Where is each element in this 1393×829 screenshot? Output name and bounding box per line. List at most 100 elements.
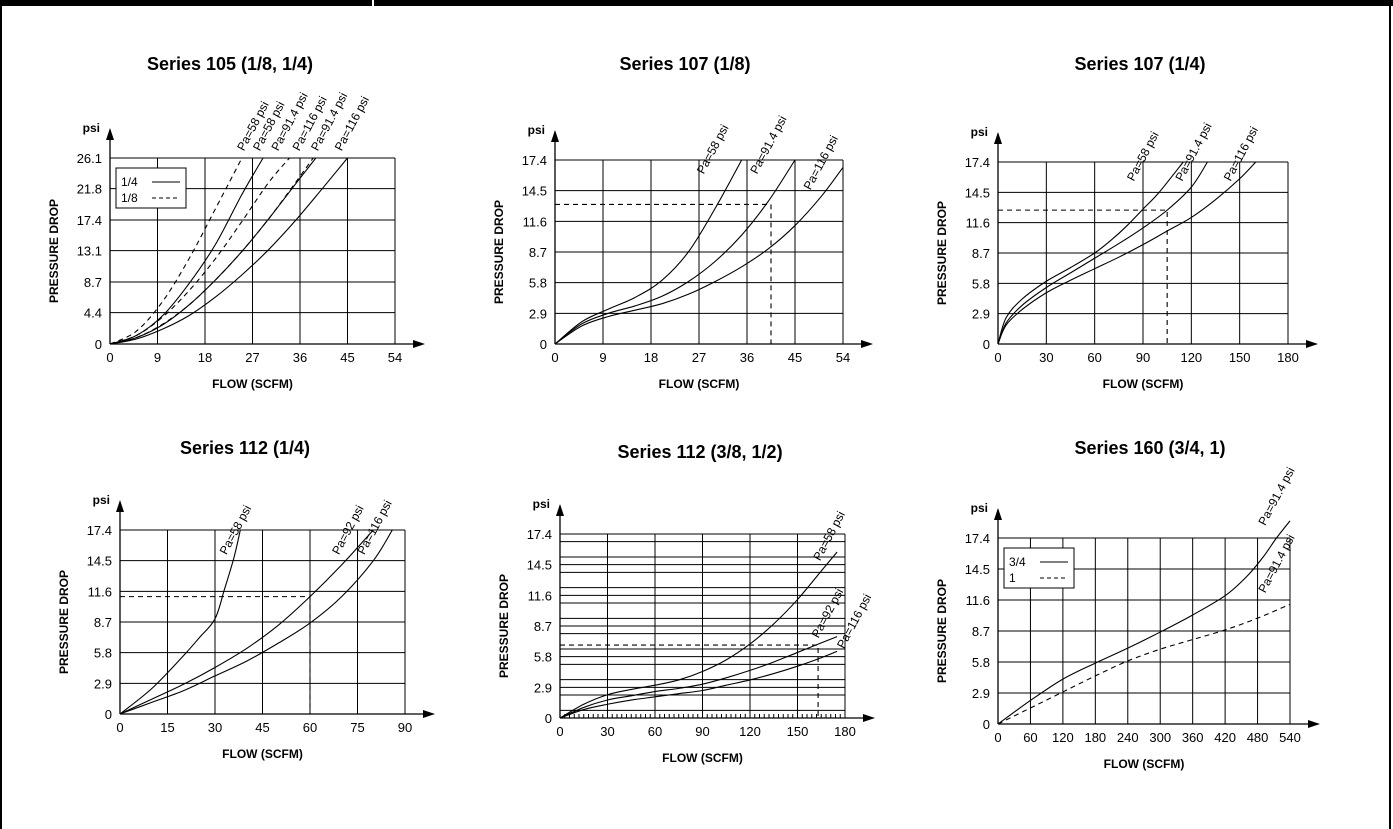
y-tick-label: 0 bbox=[540, 337, 547, 352]
x-tick-label: 0 bbox=[106, 350, 113, 365]
top-border-notch bbox=[372, 0, 374, 6]
x-tick-label: 240 bbox=[1117, 730, 1139, 745]
x-tick-label: 0 bbox=[994, 730, 1001, 745]
x-tick-label: 30 bbox=[1039, 350, 1053, 365]
chart-series-105: Series 105 (1/8, 1/4) 0 9 18 27 36 45 54 0 4.4 8.… bbox=[30, 48, 430, 408]
chart-series-160: Series 160 (3/4, 1) 0 60 120 180 240 300 360 42… bbox=[920, 432, 1380, 782]
y-tick-label: 14.5 bbox=[965, 185, 990, 200]
y-tick-label: 14.5 bbox=[522, 184, 547, 199]
x-tick-label: 120 bbox=[1180, 350, 1202, 365]
x-tick-label: 180 bbox=[1277, 350, 1299, 365]
y-tick-label: 2.9 bbox=[972, 686, 990, 701]
y-axis-label: PRESSURE DROP bbox=[935, 579, 949, 683]
x-tick-label: 60 bbox=[648, 724, 662, 739]
y-tick-label: 14.5 bbox=[87, 554, 112, 569]
chart-title: Series 105 (1/8, 1/4) bbox=[146, 54, 314, 74]
x-tick-label: 60 bbox=[303, 720, 317, 735]
y-tick-label: 17.4 bbox=[87, 523, 112, 538]
top-border-bar bbox=[0, 0, 1393, 6]
x-tick-label: 36 bbox=[293, 350, 307, 365]
legend-box bbox=[115, 167, 187, 209]
x-tick-label: 30 bbox=[208, 720, 222, 735]
y-tick-label: 8.7 bbox=[534, 619, 552, 634]
y-tick-label: 17.4 bbox=[527, 527, 552, 542]
series-line bbox=[119, 529, 241, 715]
series-line bbox=[997, 520, 1291, 725]
x-tick-label: 60 bbox=[1087, 350, 1101, 365]
chart-plot: 0 15 30 45 60 75 90 0 2.9 5.8 8.7 11.6 14.5 17.4 psi FL… bbox=[57, 493, 435, 761]
x-axis-arrow bbox=[413, 340, 425, 348]
y-axis-label: PRESSURE DROP bbox=[497, 574, 511, 678]
series-line bbox=[559, 636, 838, 719]
grid bbox=[120, 529, 406, 714]
x-tick-label: 360 bbox=[1182, 730, 1204, 745]
x-tick-label: 36 bbox=[740, 350, 754, 365]
chart-title: Series 107 (1/8) bbox=[619, 54, 751, 74]
y-tick-label: 5.8 bbox=[94, 646, 112, 661]
chart-title: Series 107 (1/4) bbox=[1074, 54, 1206, 74]
series-line bbox=[109, 157, 314, 345]
y-tick-label: 4.4 bbox=[84, 306, 102, 321]
x-tick-label: 15 bbox=[160, 720, 174, 735]
y-tick-label: 11.6 bbox=[528, 588, 552, 603]
y-tick-label: 8.7 bbox=[972, 624, 990, 639]
y-unit-label: psi bbox=[528, 123, 545, 137]
series-line bbox=[109, 157, 243, 345]
x-tick-label: 0 bbox=[556, 724, 563, 739]
y-axis-label: PRESSURE DROP bbox=[935, 201, 949, 305]
legend-label: 1/4 bbox=[121, 175, 138, 189]
curve-label: Pa=116 psi bbox=[1221, 124, 1261, 183]
grid bbox=[560, 533, 846, 718]
y-tick-label: 0 bbox=[983, 337, 990, 352]
grid bbox=[998, 161, 1289, 344]
y-unit-label: psi bbox=[83, 121, 100, 135]
y-axis-arrow bbox=[106, 128, 114, 140]
y-tick-label: 0 bbox=[95, 337, 102, 352]
y-tick-label: 17.4 bbox=[522, 153, 547, 168]
y-tick-label: 11.6 bbox=[88, 584, 112, 599]
x-axis-label: FLOW (SCFM) bbox=[1104, 757, 1185, 771]
series-line bbox=[554, 159, 743, 345]
y-tick-label: 17.4 bbox=[77, 213, 102, 228]
x-tick-label: 18 bbox=[644, 350, 658, 365]
x-axis-label: FLOW (SCFM) bbox=[212, 377, 293, 391]
y-axis-label: PRESSURE DROP bbox=[57, 570, 71, 674]
chart-title: Series 112 (3/8, 1/2) bbox=[617, 442, 783, 462]
y-unit-label: psi bbox=[971, 125, 988, 139]
y-tick-label: 11.6 bbox=[966, 216, 990, 231]
chart-series-112-1-4: Series 112 (1/4) 0 15 30 45 60 75 90 0 2.9 5.8 8.7… bbox=[45, 432, 445, 772]
chart-plot: 0 9 18 27 36 45 54 0 4.4 8.7 13.1 17.4 21.8 26.1 psi FL… bbox=[47, 90, 425, 391]
series-line bbox=[997, 161, 1257, 345]
x-tick-label: 9 bbox=[154, 350, 161, 365]
y-tick-label: 11.6 bbox=[523, 214, 547, 229]
x-tick-label: 540 bbox=[1279, 730, 1301, 745]
y-tick-label: 0 bbox=[545, 711, 552, 726]
x-tick-label: 0 bbox=[551, 350, 558, 365]
y-unit-label: psi bbox=[533, 497, 550, 511]
y-axis-arrow bbox=[556, 504, 564, 516]
legend: 3/41 bbox=[1003, 547, 1075, 589]
y-tick-label: 2.9 bbox=[972, 307, 990, 322]
y-axis-arrow bbox=[116, 500, 124, 512]
x-tick-label: 75 bbox=[350, 720, 364, 735]
x-tick-label: 18 bbox=[198, 350, 212, 365]
y-tick-label: 14.5 bbox=[965, 562, 990, 577]
series-line bbox=[554, 159, 796, 345]
y-tick-label: 17.4 bbox=[965, 155, 990, 170]
y-tick-label: 17.4 bbox=[965, 531, 990, 546]
x-tick-label: 90 bbox=[1136, 350, 1150, 365]
x-axis-arrow bbox=[863, 714, 875, 722]
x-tick-label: 60 bbox=[1023, 730, 1037, 745]
y-tick-label: 5.8 bbox=[529, 276, 547, 291]
x-tick-label: 54 bbox=[388, 350, 402, 365]
legend-label: 3/4 bbox=[1009, 555, 1026, 569]
curve-label: Pa=91.4 psi bbox=[1255, 465, 1297, 528]
y-tick-label: 5.8 bbox=[972, 655, 990, 670]
x-axis-label: FLOW (SCFM) bbox=[222, 747, 303, 761]
y-tick-label: 8.7 bbox=[972, 246, 990, 261]
reference-line bbox=[560, 644, 819, 718]
reference-line bbox=[555, 203, 772, 344]
reference-line bbox=[998, 209, 1168, 344]
legend: 1/41/8 bbox=[115, 167, 187, 209]
chart-plot: 0 60 120 180 240 300 360 420 480 540 0 2.9 5.8 8.7 11.… bbox=[935, 465, 1320, 771]
